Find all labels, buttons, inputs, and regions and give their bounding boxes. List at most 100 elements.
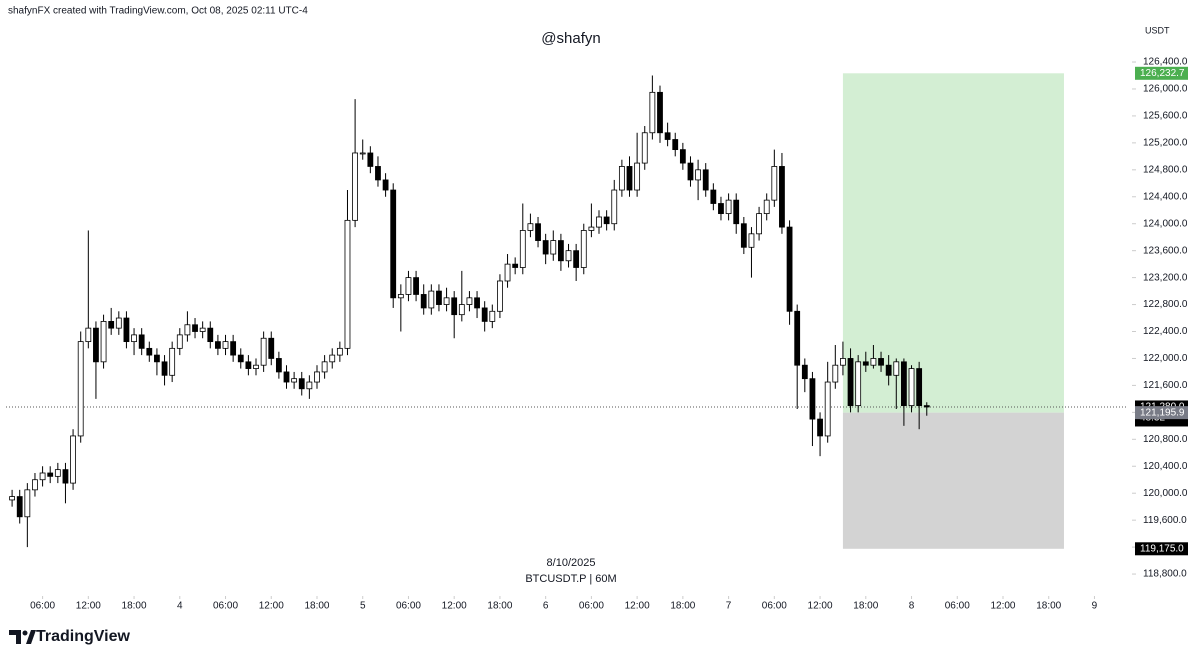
x-tick-label: 4 [177,601,183,612]
candle-body [923,405,930,408]
candle-body [855,361,862,407]
candle-body [154,354,160,363]
candle-body [336,347,343,356]
x-tick-label: 06:00 [30,601,55,612]
y-tick-label: 123,600.0 [1143,245,1188,256]
x-tick-label: 9 [1092,601,1098,612]
candle-body [420,294,427,309]
candle-body [352,152,359,221]
candle-body [329,354,336,363]
candle-body [436,290,442,305]
candle-body [893,361,900,376]
candle-body [870,358,877,366]
candle-body [626,166,633,191]
candle-body [618,166,625,191]
target-label: 126,232.7 [1140,68,1185,79]
candle-body [573,250,580,268]
x-tick-label: 18:00 [1036,601,1061,612]
candle-body [733,199,740,225]
candle-body [550,240,557,255]
candle-body [771,166,778,201]
candle-body [497,280,503,312]
x-tick-label: 06:00 [396,601,421,612]
y-tick-label: 126,400.0 [1143,57,1188,68]
y-tick-label: 124,400.0 [1143,191,1188,202]
candle-body [100,321,107,363]
candle-body [16,496,23,518]
candle-body [580,230,587,268]
candle-body [77,341,84,437]
candle-body [801,364,808,380]
candle-body [222,341,229,349]
candle-body [93,327,99,363]
candle-body [237,354,244,363]
x-tick-label: 06:00 [762,601,787,612]
candle-body [298,378,305,390]
x-tick-label: 12:00 [808,601,833,612]
candle-body [809,378,816,420]
candle-body [817,418,823,437]
candle-body [832,364,839,383]
candle-body [634,162,641,191]
candle-body [489,310,496,322]
candle-body [679,149,686,164]
candle-body [611,189,618,225]
candle-body [527,223,534,231]
y-tick-label: 125,200.0 [1143,138,1188,149]
x-tick-label: 12:00 [625,601,650,612]
candle-body [39,472,46,481]
candle-body [62,469,69,484]
x-tick-label: 18:00 [304,601,329,612]
x-tick-label: 18:00 [487,601,512,612]
candle-body [687,162,694,181]
candle-body [672,139,679,151]
x-tick-label: 18:00 [853,601,878,612]
loss-zone [842,412,1064,549]
candle-body [916,368,923,407]
y-tick-label: 120,400.0 [1143,461,1188,472]
candle-body [657,91,663,134]
candle-body [382,179,389,191]
candle-body [207,327,214,343]
y-tick-label: 122,400.0 [1143,326,1188,337]
candle-body [451,297,458,316]
y-tick-label: 125,600.0 [1143,111,1188,122]
candle-body [840,358,846,366]
candle-body [123,317,130,343]
y-tick-label: 124,800.0 [1143,164,1188,175]
candle-body [725,199,732,215]
candle-body [306,381,313,390]
candle-body [359,152,366,155]
candle-body [794,310,801,366]
candle-body [481,307,488,322]
candle-body [397,294,404,299]
x-tick-label: 18:00 [670,601,695,612]
y-tick-label: 122,800.0 [1143,299,1188,310]
candle-body [161,361,168,376]
stop-label-bg [1135,542,1188,556]
candle-body [24,489,31,518]
y-tick-label: 124,000.0 [1143,218,1188,229]
candle-body [367,152,374,167]
y-tick-label: 122,000.0 [1143,353,1188,364]
target-label-bg [1135,66,1188,80]
y-tick-label: 126,000.0 [1143,84,1188,95]
chart-title: @shafyn [541,30,600,47]
candle-body [169,347,176,376]
candle-body [901,361,907,407]
profit-zone [842,73,1064,413]
candle-body [748,233,755,248]
candle-body [375,166,381,181]
y-tick-label: 121,600.0 [1143,380,1188,391]
candle-body [908,368,915,407]
brand: TradingView [36,628,131,645]
y-tick-label: 120,000.0 [1143,488,1188,499]
candle-body [413,277,419,295]
entry-label: 121,195.9 [1140,407,1185,418]
candle-body [9,496,15,501]
candle-body [260,337,267,366]
candle-body [443,297,450,305]
candle-body [214,341,221,349]
candle-body [641,132,648,164]
